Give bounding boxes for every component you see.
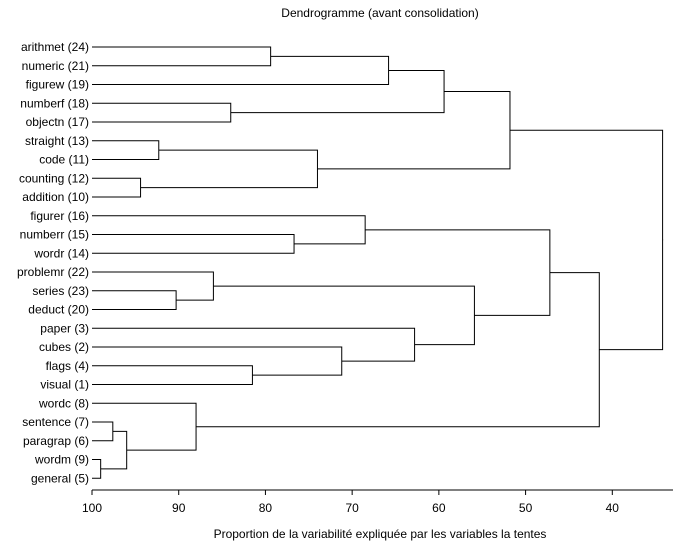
merge-link-m10 [92, 215, 366, 245]
leaf-label: sentence (7) [22, 415, 89, 429]
merge-link-m11 [92, 290, 177, 310]
merge-link-m8 [317, 91, 511, 170]
merge-link-m12 [92, 271, 214, 301]
merge-link-m14 [92, 346, 343, 376]
x-tick-label: 50 [519, 501, 533, 515]
merge-link-m4 [230, 69, 445, 114]
leaf-label: visual (1) [40, 378, 89, 392]
leaf-label: addition (10) [22, 190, 89, 204]
merge-link-m17 [365, 229, 551, 316]
leaf-label: problemr (22) [17, 265, 89, 279]
x-tick-label: 80 [259, 501, 273, 515]
merge-link-m15 [92, 327, 416, 362]
leaf-label: wordr (14) [33, 246, 89, 260]
merge-link-m5 [92, 140, 160, 160]
leaf-label: objectn (17) [26, 115, 89, 129]
merge-link-m18 [92, 421, 114, 442]
x-tick-label: 60 [432, 501, 446, 515]
merge-link-m6 [92, 177, 142, 198]
leaf-label: cubes (2) [39, 340, 89, 354]
leaf-label: flags (4) [46, 359, 89, 373]
leaf-label: figurer (16) [30, 209, 89, 223]
chart-title: Dendrogramme (avant consolidation) [281, 6, 478, 20]
merge-link-m1 [92, 46, 272, 67]
merge-link-m13 [92, 365, 253, 385]
dendrogram-links [92, 46, 664, 479]
x-axis-label: Proportion de la variabilité expliquée p… [214, 527, 547, 541]
merge-link-m3 [92, 102, 232, 123]
x-tick-label: 90 [172, 501, 186, 515]
merge-link-m9 [92, 234, 295, 254]
x-tick-label: 100 [82, 501, 102, 515]
leaf-label: paragrap (6) [23, 434, 89, 448]
merge-link-m22 [196, 272, 600, 428]
leaf-label: paper (3) [40, 321, 89, 335]
leaf-label: arithmet (24) [21, 40, 89, 54]
leaf-label: numberr (15) [20, 228, 89, 242]
leaf-label: wordm (9) [34, 453, 89, 467]
leaf-label: deduct (20) [28, 303, 89, 317]
leaf-label: series (23) [32, 284, 89, 298]
leaf-label: counting (12) [19, 171, 89, 185]
merge-link-m7 [140, 149, 318, 189]
x-tick-label: 40 [606, 501, 620, 515]
merge-link-m21 [92, 402, 197, 451]
merge-link-m2 [92, 55, 390, 85]
leaf-label: code (11) [39, 153, 89, 167]
merge-link-m16 [213, 285, 475, 346]
leaf-labels: arithmet (24) numeric (21) figurew (19) num… [17, 40, 89, 485]
leaf-label: numberf (18) [20, 96, 89, 110]
leaf-label: wordc (8) [38, 396, 89, 410]
merge-link-m23 [509, 129, 664, 351]
x-axis-ticks: 100 90 80 70 60 50 40 [82, 490, 619, 515]
leaf-label: straight (13) [25, 134, 89, 148]
merge-link-m20 [100, 430, 128, 470]
leaf-label: figurew (19) [26, 78, 89, 92]
leaf-label: general (5) [31, 471, 89, 485]
leaf-label: numeric (21) [22, 59, 89, 73]
x-tick-label: 70 [345, 501, 359, 515]
merge-link-m19 [92, 459, 102, 479]
